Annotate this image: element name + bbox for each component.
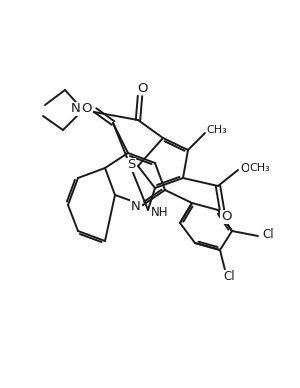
Text: Cl: Cl <box>223 270 235 284</box>
Text: O: O <box>221 211 231 223</box>
Text: O: O <box>82 102 92 114</box>
Text: CH₃: CH₃ <box>250 163 270 173</box>
Text: Cl: Cl <box>262 229 274 241</box>
Text: CH₃: CH₃ <box>207 125 227 135</box>
Text: S: S <box>127 159 135 171</box>
Text: N: N <box>131 199 141 213</box>
Text: N: N <box>71 102 81 116</box>
Text: O: O <box>137 81 147 95</box>
Text: O: O <box>240 161 250 175</box>
Text: NH: NH <box>151 206 169 218</box>
